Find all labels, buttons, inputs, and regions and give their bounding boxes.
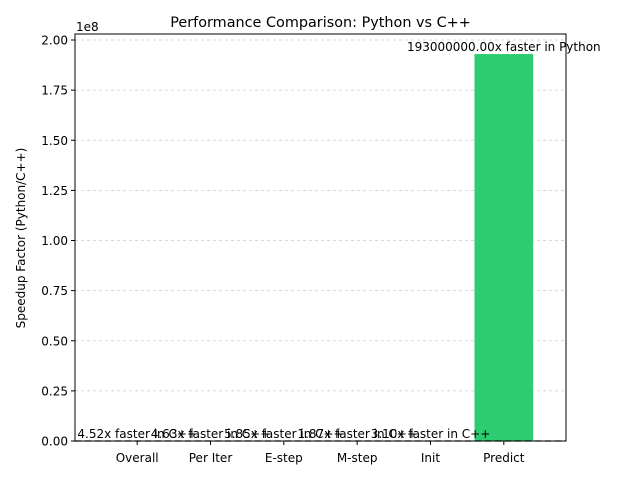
chart-title: Performance Comparison: Python vs C++: [170, 15, 471, 31]
bar-data-label: 193000000.00x faster in Python: [407, 40, 601, 54]
y-tick-label: 0.75: [41, 284, 68, 298]
y-tick-label: 0.00: [41, 435, 68, 449]
bars: [474, 54, 534, 442]
bar-data-labels: 4.52x faster in C++4.63x faster in C++5.…: [77, 40, 600, 441]
bar-data-label: 5.85x faster in C++: [224, 427, 344, 441]
x-tick-label: E-step: [265, 451, 303, 465]
bar-data-label: 4.52x faster in C++: [77, 427, 197, 441]
y-tick-label: 1.00: [41, 234, 68, 248]
y-tick-label: 1.75: [41, 84, 68, 98]
x-tick-label: Init: [421, 451, 440, 465]
y-tick-label: 0.25: [41, 384, 68, 398]
x-tick-label: Predict: [483, 451, 525, 465]
bar-data-label: 1.87x faster in C++: [297, 427, 417, 441]
bar-predict: [474, 54, 534, 442]
y-tick-label: 0.50: [41, 334, 68, 348]
y-axis-label: Speedup Factor (Python/C++): [14, 148, 28, 329]
bar-data-label: 4.63x faster in C++: [151, 427, 271, 441]
y-axis-offset-text: 1e8: [76, 20, 99, 34]
y-axis-ticks: 0.00 0.25 0.50 0.75 1.00 1.25 1.50 1.75 2.00: [41, 34, 75, 449]
x-axis-ticks: Overall Per Iter E-step M-step Init Predict: [116, 441, 525, 465]
y-tick-label: 2.00: [41, 34, 68, 48]
y-tick-label: 1.50: [41, 134, 68, 148]
x-tick-label: Overall: [116, 451, 159, 465]
x-tick-label: M-step: [337, 451, 378, 465]
plot-frame: [74, 33, 567, 442]
x-tick-label: Per Iter: [189, 451, 233, 465]
y-tick-label: 1.25: [41, 184, 68, 198]
bar-data-label: 3.10x faster in C++: [371, 427, 491, 441]
